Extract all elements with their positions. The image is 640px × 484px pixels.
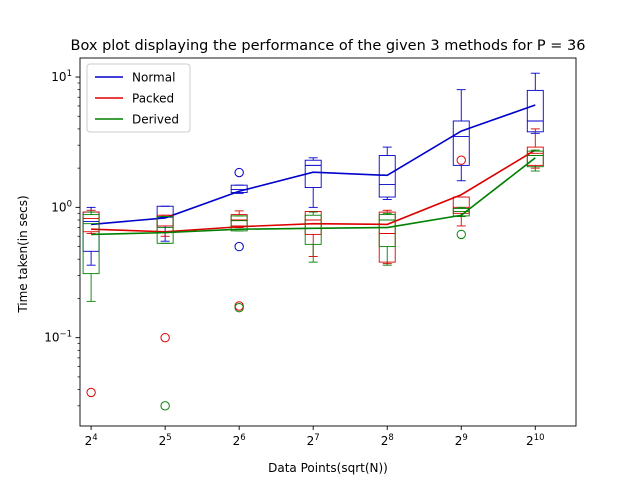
box-body	[452, 196, 470, 214]
outlier-point	[234, 302, 244, 313]
axes-frame	[79, 57, 577, 427]
y-tick-label: 100	[51, 199, 72, 214]
y-tick-label: 10−1	[44, 330, 72, 345]
box-derived-4	[378, 212, 396, 266]
outlier-point	[234, 241, 244, 252]
box-packed-5	[452, 155, 470, 227]
box-body	[378, 155, 396, 198]
legend-label-normal: Normal	[132, 71, 175, 85]
x-axis-label: Data Points(sqrt(N))	[268, 461, 388, 475]
axes-layer: 24 25 26 27 28 29 210 10−1 100 101	[44, 57, 577, 448]
box-normal-4	[378, 146, 396, 200]
x-tick-label: 27	[307, 433, 320, 448]
box-body	[526, 89, 544, 133]
outlier-point	[456, 229, 466, 240]
box-body	[378, 214, 396, 248]
box-body	[304, 214, 322, 245]
y-axis-label: Time taken(in secs)	[16, 195, 30, 313]
box-body	[526, 150, 544, 168]
box-normal-5	[452, 89, 470, 182]
outlier-point	[456, 155, 466, 165]
plot-area	[82, 72, 544, 411]
box-derived-2	[230, 215, 248, 313]
series-line-derived	[91, 157, 536, 236]
legend: Normal Packed Derived	[86, 63, 191, 133]
box-body	[156, 216, 174, 244]
legend-label-derived: Derived	[132, 113, 179, 127]
x-tick-label: 28	[381, 433, 394, 448]
series-line-packed	[91, 149, 536, 233]
box-normal-3	[304, 157, 322, 208]
x-tick-label: 24	[85, 433, 98, 448]
series-normal	[82, 72, 544, 266]
outlier-point	[234, 167, 244, 178]
x-tick-label: 210	[526, 433, 544, 448]
x-tick-label: 25	[159, 433, 172, 448]
series-derived	[82, 149, 544, 411]
box-normal-0	[82, 206, 100, 266]
series-line-normal	[91, 104, 536, 226]
y-tick-label: 101	[51, 69, 72, 84]
x-tick-label: 29	[455, 433, 468, 448]
outlier-point	[160, 332, 170, 343]
box-packed-0	[82, 209, 100, 398]
chart-title: Box plot displaying the performance of t…	[71, 38, 586, 54]
legend-frame	[86, 63, 191, 133]
box-derived-1	[156, 216, 174, 411]
series-packed	[82, 128, 544, 398]
box-body	[230, 215, 248, 232]
box-derived-0	[82, 211, 100, 302]
outlier-point	[86, 387, 96, 398]
legend-label-packed: Packed	[132, 92, 174, 106]
box-derived-6	[526, 149, 544, 172]
outlier-point	[160, 401, 170, 411]
box-body	[452, 120, 470, 166]
x-tick-label: 26	[233, 433, 246, 448]
box-body	[82, 214, 100, 275]
box-normal-2	[230, 167, 248, 252]
box-packed-1	[156, 214, 174, 343]
box-normal-6	[526, 72, 544, 134]
